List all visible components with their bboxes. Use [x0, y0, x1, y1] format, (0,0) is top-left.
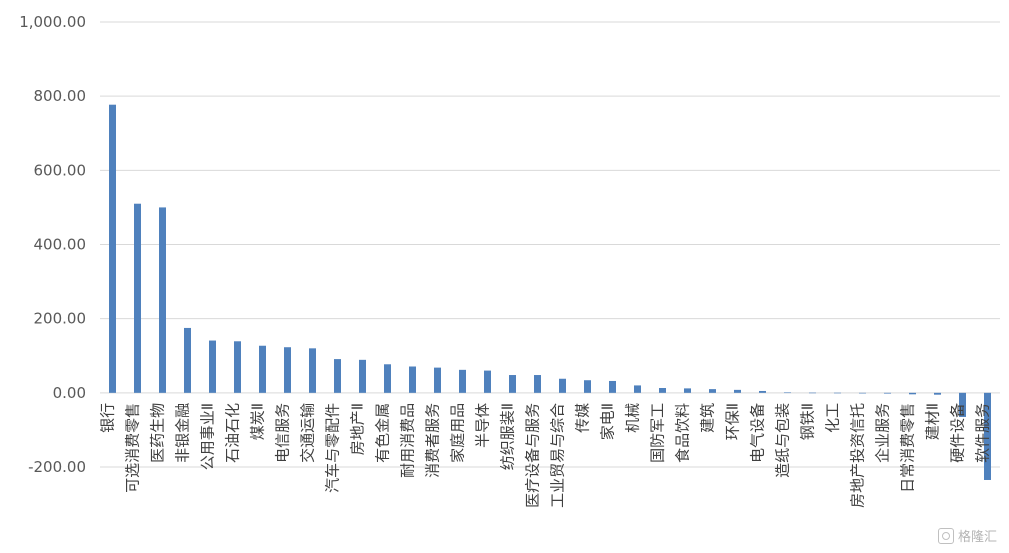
- bar: [234, 341, 241, 393]
- bar: [709, 389, 716, 393]
- x-tick-label: 钢铁Ⅱ: [799, 403, 817, 440]
- x-tick-label: 交通运输: [299, 403, 317, 463]
- x-tick-label: 医药生物: [149, 403, 167, 463]
- x-tick-label: 银行: [99, 403, 117, 433]
- bar: [659, 388, 666, 393]
- x-tick-label: 传媒: [574, 403, 592, 433]
- gridlines: [100, 21, 1000, 468]
- bar: [334, 359, 341, 393]
- bar: [884, 392, 891, 394]
- bar: [534, 375, 541, 393]
- x-tick-label: 造纸与包装: [774, 403, 792, 478]
- x-tick-label: 工业贸易与综合: [549, 403, 567, 508]
- bar: [759, 390, 766, 393]
- x-tick-label: 建筑: [699, 403, 717, 433]
- y-tick-label: 1,000.00: [19, 13, 86, 31]
- bar: [409, 366, 416, 393]
- x-tick-label: 纺织服装Ⅱ: [499, 403, 517, 470]
- bar: [834, 392, 841, 394]
- x-tick-label: 煤炭Ⅱ: [249, 403, 267, 440]
- x-tick-label: 耐用消费品: [399, 403, 417, 478]
- bar: [684, 388, 691, 393]
- bar: [859, 392, 866, 394]
- bar: [309, 348, 316, 393]
- bar: [784, 392, 791, 394]
- watermark: 格隆汇: [937, 526, 997, 545]
- x-tick-label: 非银金融: [174, 403, 192, 463]
- bar: [809, 392, 816, 394]
- bar: [209, 340, 216, 393]
- x-tick-label: 企业服务: [874, 403, 892, 463]
- x-tick-label: 电信服务: [274, 403, 292, 463]
- x-tick-label: 化工: [824, 403, 842, 433]
- bar: [609, 380, 616, 393]
- y-tick-label: 400.00: [34, 236, 87, 254]
- x-tick-label: 日常消费零售: [899, 403, 917, 493]
- y-tick-label: -200.00: [28, 458, 86, 476]
- x-tick-label: 机械: [624, 403, 642, 433]
- y-axis: -200.00 0.00 200.00 400.00 600.00 800.00 1,000…: [19, 13, 86, 476]
- x-tick-label: 汽车与零配件: [324, 403, 342, 493]
- watermark-text: 格隆汇: [957, 530, 997, 545]
- x-tick-label: 国防军工: [649, 403, 667, 463]
- bar: [134, 203, 141, 393]
- x-tick-label: 有色金属: [374, 403, 392, 463]
- bar: [634, 385, 641, 393]
- y-tick-label: 200.00: [34, 310, 87, 328]
- bar: [109, 104, 116, 393]
- bar: [259, 345, 266, 393]
- watermark-logo-icon: [937, 527, 954, 544]
- bar: [584, 380, 591, 393]
- x-tick-label: 石油石化: [224, 403, 242, 463]
- y-tick-label: 600.00: [34, 161, 87, 179]
- x-tick-label: 硬件设备: [949, 403, 967, 463]
- bar: [484, 370, 491, 393]
- bar: [359, 359, 366, 393]
- bar: [284, 347, 291, 393]
- x-tick-label: 电气设备: [749, 403, 767, 463]
- x-tick-label: 可选消费零售: [124, 403, 142, 493]
- bar: [459, 369, 466, 393]
- y-tick-label: 800.00: [34, 87, 87, 105]
- x-tick-label: 房地产投资信托: [849, 403, 867, 508]
- bar: [734, 389, 741, 393]
- x-tick-label: 半导体: [474, 403, 492, 448]
- x-tick-label: 消费者服务: [424, 403, 442, 478]
- bar: [384, 364, 391, 393]
- bar: [984, 392, 991, 480]
- bar: [509, 375, 516, 393]
- x-tick-label: 食品饮料: [674, 403, 692, 463]
- bar: [159, 207, 166, 393]
- bar-series: [109, 104, 991, 480]
- x-tick-label: 家庭用品: [449, 403, 467, 463]
- x-tick-label: 家电Ⅱ: [599, 403, 617, 440]
- bar: [559, 378, 566, 393]
- bar: [959, 392, 966, 417]
- x-tick-label: 软件服务: [974, 403, 992, 463]
- bar: [909, 392, 916, 395]
- bar: [434, 367, 441, 393]
- x-axis: 银行 可选消费零售 医药生物 非银金融 公用事业Ⅱ 石油石化 煤炭Ⅱ 电信服务 交通运输 汽车与零…: [99, 403, 992, 508]
- x-tick-label: 建材Ⅱ: [924, 403, 942, 440]
- x-tick-label: 房地产Ⅱ: [349, 403, 367, 455]
- x-tick-label: 医疗设备与服务: [524, 403, 542, 508]
- x-tick-label: 环保Ⅱ: [724, 403, 742, 440]
- bar: [184, 327, 191, 393]
- bar: [934, 392, 941, 395]
- y-tick-label: 0.00: [53, 384, 86, 402]
- x-tick-label: 公用事业Ⅱ: [199, 403, 217, 470]
